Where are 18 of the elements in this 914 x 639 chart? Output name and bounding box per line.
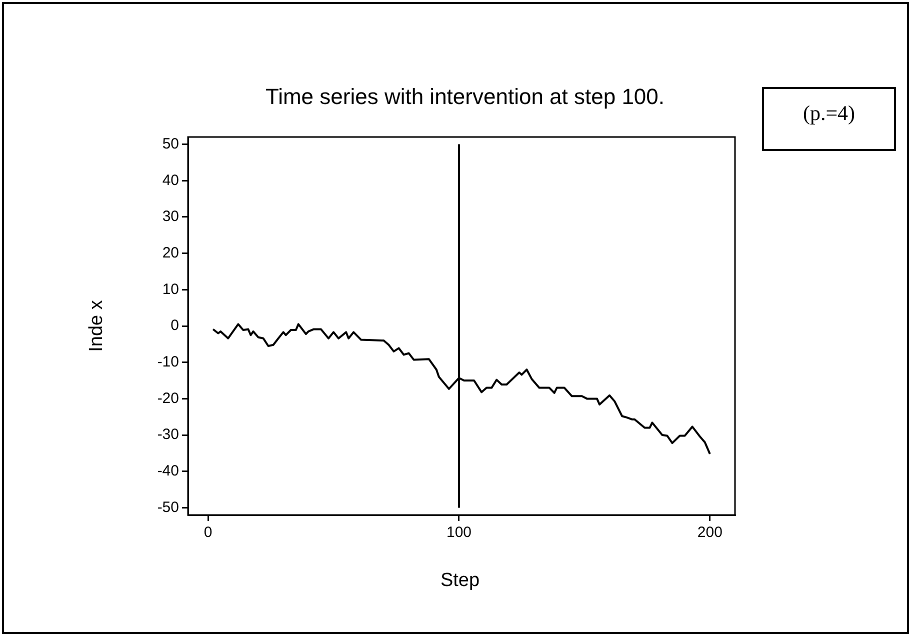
x-tick-label: 0 — [204, 524, 212, 542]
y-tick-label: -10 — [157, 353, 179, 370]
y-tick-label: -40 — [157, 462, 179, 480]
y-tick-label: 40 — [162, 172, 179, 189]
y-tick-label: -30 — [157, 426, 179, 444]
y-axis-title: Inde x — [86, 300, 108, 352]
x-tick-label: 200 — [697, 524, 722, 542]
chart-title: Time series with intervention at step 100. — [264, 84, 666, 110]
y-tick-label: 10 — [162, 280, 179, 298]
x-axis-title: Step — [439, 570, 481, 592]
y-tick-label: 0 — [170, 317, 179, 334]
y-tick-label: 20 — [162, 244, 179, 262]
text: (p.=4) — [762, 87, 896, 151]
y-tick-label: -50 — [157, 498, 179, 516]
x-tick-label: 100 — [446, 524, 472, 542]
y-tick-label: -20 — [157, 390, 179, 407]
y-tick-label: 30 — [162, 208, 179, 226]
y-tick-label: 50 — [162, 135, 179, 152]
